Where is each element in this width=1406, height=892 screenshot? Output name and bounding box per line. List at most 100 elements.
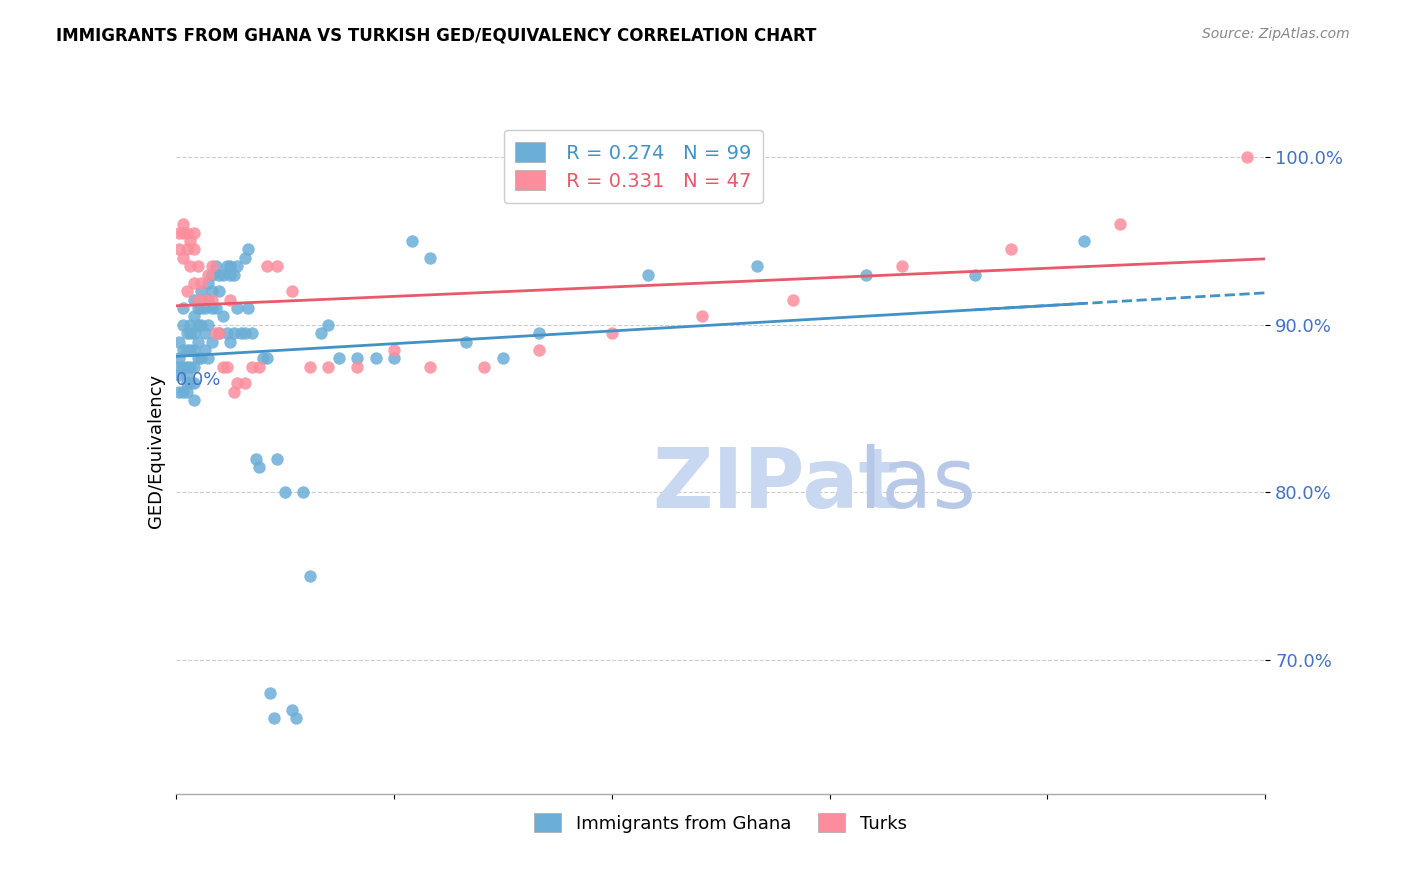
Point	[172, 251, 194, 265]
Point	[176, 376, 198, 391]
Point	[169, 334, 191, 349]
Point	[194, 293, 217, 307]
Point	[190, 318, 212, 332]
Point	[208, 326, 231, 341]
Point	[637, 268, 659, 282]
Point	[256, 351, 278, 366]
Point	[204, 301, 226, 315]
Point	[1073, 234, 1095, 248]
Point	[240, 359, 263, 374]
Point	[172, 217, 194, 231]
Point	[169, 243, 191, 257]
Point	[201, 268, 224, 282]
Point	[172, 359, 194, 374]
Text: Source: ZipAtlas.com: Source: ZipAtlas.com	[1202, 27, 1350, 41]
Point	[266, 451, 288, 466]
Point	[247, 460, 270, 475]
Point	[309, 326, 332, 341]
Point	[190, 285, 212, 299]
Point	[208, 268, 231, 282]
Point	[208, 285, 231, 299]
Point	[201, 285, 224, 299]
Point	[692, 310, 714, 324]
Point	[299, 569, 322, 583]
Point	[212, 268, 235, 282]
Point	[364, 351, 387, 366]
Point	[197, 351, 219, 366]
Point	[172, 343, 194, 357]
Text: las: las	[858, 444, 976, 525]
Point	[201, 259, 224, 273]
Point	[169, 226, 191, 240]
Point	[256, 259, 278, 273]
Point	[600, 326, 623, 341]
Point	[204, 326, 226, 341]
Point	[194, 326, 217, 341]
Point	[186, 351, 209, 366]
Point	[176, 285, 198, 299]
Point	[172, 384, 194, 399]
Point	[169, 359, 191, 374]
Point	[183, 359, 205, 374]
Point	[263, 711, 285, 725]
Point	[1000, 243, 1022, 257]
Point	[382, 343, 405, 357]
Point	[240, 326, 263, 341]
Point	[419, 251, 441, 265]
Point	[183, 343, 205, 357]
Point	[186, 293, 209, 307]
Point	[1236, 150, 1258, 164]
Point	[186, 334, 209, 349]
Point	[176, 359, 198, 374]
Point	[233, 326, 256, 341]
Text: IMMIGRANTS FROM GHANA VS TURKISH GED/EQUIVALENCY CORRELATION CHART: IMMIGRANTS FROM GHANA VS TURKISH GED/EQU…	[56, 27, 817, 45]
Point	[456, 334, 478, 349]
Point	[190, 276, 212, 290]
Point	[259, 686, 281, 700]
Point	[179, 359, 201, 374]
Point	[208, 326, 231, 341]
Point	[891, 259, 914, 273]
Point	[231, 326, 253, 341]
Point	[474, 359, 496, 374]
Point	[197, 293, 219, 307]
Point	[172, 301, 194, 315]
Point	[183, 243, 205, 257]
Point	[169, 351, 191, 366]
Point	[346, 359, 368, 374]
Point	[201, 293, 224, 307]
Point	[183, 393, 205, 408]
Point	[183, 226, 205, 240]
Point	[238, 301, 260, 315]
Y-axis label: GED/Equivalency: GED/Equivalency	[146, 374, 165, 527]
Point	[281, 703, 304, 717]
Point	[190, 351, 212, 366]
Point	[274, 485, 297, 500]
Point	[176, 384, 198, 399]
Point	[183, 376, 205, 391]
Point	[855, 268, 877, 282]
Point	[194, 293, 217, 307]
Point	[318, 359, 340, 374]
Point	[172, 226, 194, 240]
Point	[419, 359, 441, 374]
Point	[222, 384, 245, 399]
Point	[299, 359, 322, 374]
Point	[197, 276, 219, 290]
Point	[176, 368, 198, 382]
Point	[183, 326, 205, 341]
Point	[204, 259, 226, 273]
Point	[219, 293, 242, 307]
Point	[186, 318, 209, 332]
Point	[212, 310, 235, 324]
Point	[179, 318, 201, 332]
Point	[176, 243, 198, 257]
Point	[527, 326, 550, 341]
Legend: Immigrants from Ghana, Turks: Immigrants from Ghana, Turks	[527, 806, 914, 839]
Point	[281, 285, 304, 299]
Point	[179, 376, 201, 391]
Point	[226, 301, 249, 315]
Point	[169, 368, 191, 382]
Point	[247, 359, 270, 374]
Text: ZIPat: ZIPat	[652, 444, 898, 525]
